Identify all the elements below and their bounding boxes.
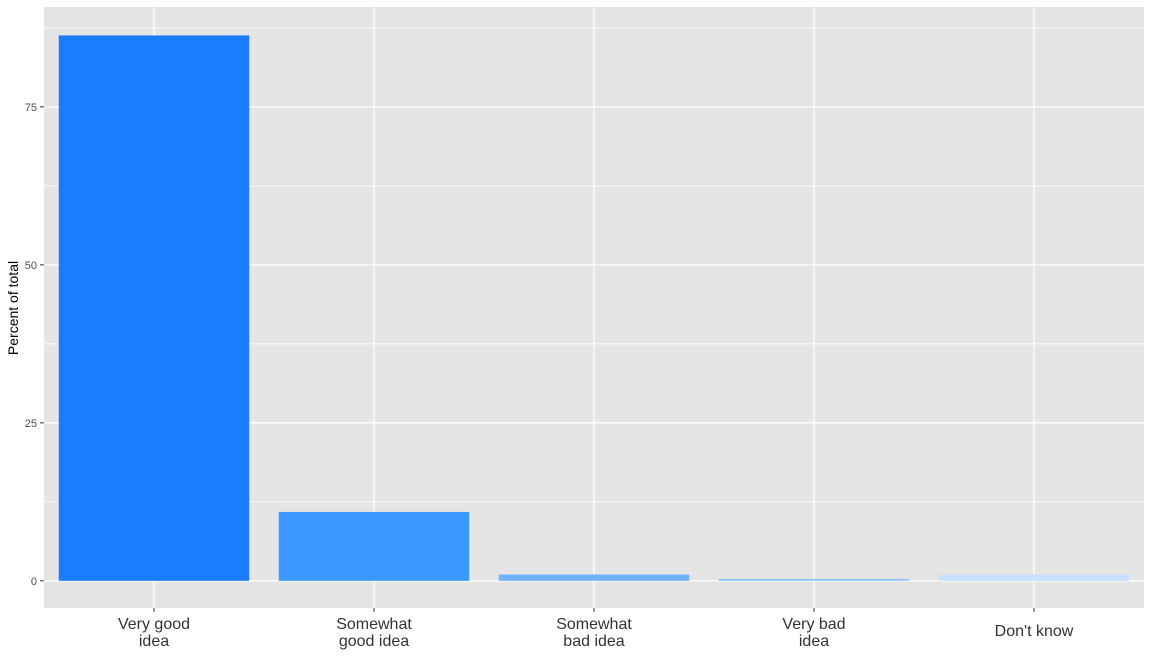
bar <box>58 35 250 581</box>
x-tick-label: idea <box>799 633 829 650</box>
bar <box>278 511 470 581</box>
y-tick-label: 0 <box>31 576 37 588</box>
y-axis: 0 25 50 75 <box>25 102 44 588</box>
x-tick-label: good idea <box>339 633 409 650</box>
y-tick-label: 25 <box>25 418 37 430</box>
x-tick-label: Somewhat <box>336 616 412 633</box>
y-tick-label: 75 <box>25 102 37 114</box>
x-tick-label: Somewhat <box>556 616 632 633</box>
y-axis-label: Percent of total <box>5 261 21 355</box>
x-tick-label: Very bad <box>782 616 845 633</box>
bar <box>938 574 1130 581</box>
x-tick-label: bad idea <box>563 633 624 650</box>
x-tick-label: idea <box>139 633 169 650</box>
bar <box>498 574 690 581</box>
x-tick-label: Don't know <box>995 623 1074 640</box>
bar <box>718 578 910 581</box>
x-tick-label: Very good <box>118 616 190 633</box>
y-tick-label: 50 <box>25 260 37 272</box>
bars <box>58 35 1130 581</box>
